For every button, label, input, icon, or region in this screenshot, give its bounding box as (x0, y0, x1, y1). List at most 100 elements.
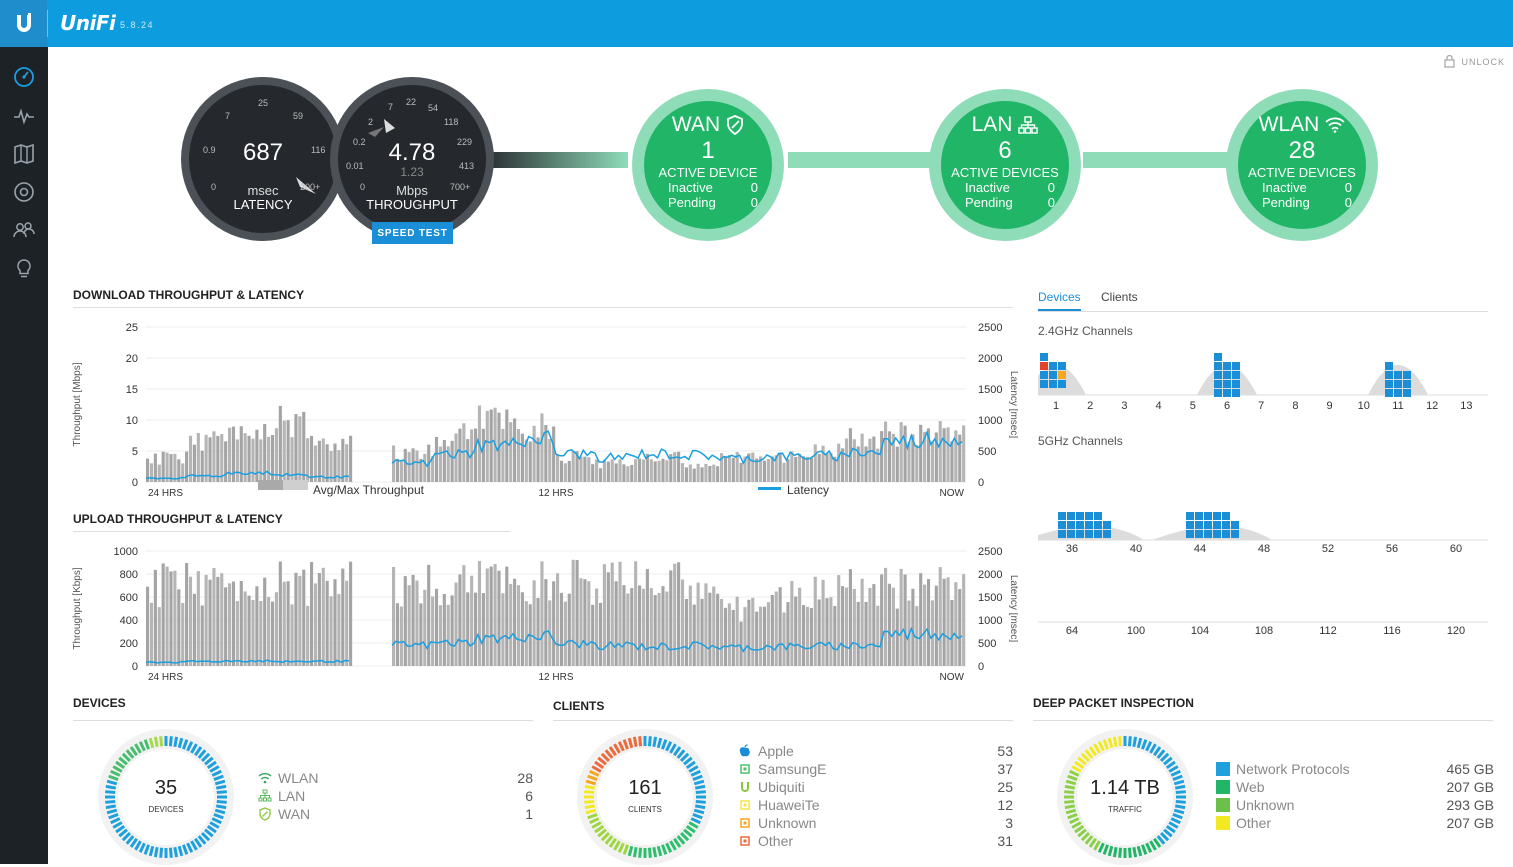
ap-square[interactable] (1040, 371, 1048, 379)
ap-square[interactable] (1385, 380, 1393, 388)
ap-square[interactable] (1222, 530, 1230, 538)
ap-square[interactable] (1222, 512, 1230, 520)
ap-square[interactable] (1231, 530, 1239, 538)
ap-square[interactable] (1394, 380, 1402, 388)
ap-square[interactable] (1385, 371, 1393, 379)
ap-square[interactable] (1040, 362, 1048, 370)
sidebar-item-map[interactable] (10, 140, 38, 168)
legend-row[interactable]: Other 31 (738, 832, 1013, 850)
sidebar-item-clients[interactable] (10, 216, 38, 244)
ap-square[interactable] (1058, 362, 1066, 370)
ap-square[interactable] (1385, 389, 1393, 397)
ap-square[interactable] (1213, 512, 1221, 520)
ap-square[interactable] (1049, 362, 1057, 370)
wlan-node[interactable] (1226, 89, 1378, 241)
ap-square[interactable] (1403, 380, 1411, 388)
ap-square[interactable] (1058, 512, 1066, 520)
ap-square[interactable] (1232, 371, 1240, 379)
ap-square[interactable] (1040, 353, 1048, 361)
ap-square[interactable] (1223, 389, 1231, 397)
ap-square[interactable] (1214, 362, 1222, 370)
legend-row[interactable]: Unknown 293 GB (1216, 796, 1494, 814)
ap-square[interactable] (1058, 371, 1066, 379)
legend-row[interactable]: HuaweiTe 12 (738, 796, 1013, 814)
ap-square[interactable] (1094, 521, 1102, 529)
ap-square[interactable] (1204, 512, 1212, 520)
legend-row[interactable]: Network Protocols 465 GB (1216, 760, 1494, 778)
throughput-bar (345, 444, 349, 482)
ap-square[interactable] (1103, 530, 1111, 538)
ap-square[interactable] (1232, 389, 1240, 397)
ap-square[interactable] (1067, 521, 1075, 529)
ap-square[interactable] (1223, 371, 1231, 379)
ap-square[interactable] (1094, 512, 1102, 520)
sidebar-item-dashboard[interactable] (10, 63, 38, 91)
ap-square[interactable] (1186, 521, 1194, 529)
ap-square[interactable] (1223, 362, 1231, 370)
throughput-bar (821, 445, 825, 482)
tab-devices[interactable]: Devices (1038, 290, 1081, 311)
ap-square[interactable] (1076, 521, 1084, 529)
legend-row[interactable]: Web 207 GB (1216, 778, 1494, 796)
ap-square[interactable] (1085, 521, 1093, 529)
speed-test-button[interactable]: SPEED TEST (372, 222, 453, 244)
ap-square[interactable] (1403, 389, 1411, 397)
ap-square[interactable] (1394, 389, 1402, 397)
sidebar-item-statistics[interactable] (10, 102, 38, 130)
ap-square[interactable] (1094, 530, 1102, 538)
legend-row[interactable]: Apple 53 (738, 742, 1013, 760)
sidebar-item-insights[interactable] (10, 255, 38, 283)
donut-inner (118, 749, 214, 845)
ap-square[interactable] (1085, 512, 1093, 520)
ap-square[interactable] (1213, 530, 1221, 538)
ap-square[interactable] (1058, 530, 1066, 538)
ap-square[interactable] (1403, 371, 1411, 379)
ap-square[interactable] (1040, 380, 1048, 388)
legend-row[interactable]: LAN 6 (258, 787, 533, 805)
ap-square[interactable] (1186, 530, 1194, 538)
ap-square[interactable] (1058, 521, 1066, 529)
ubiquiti-logo[interactable] (0, 0, 47, 47)
ap-square[interactable] (1394, 371, 1402, 379)
ap-square[interactable] (1214, 353, 1222, 361)
sidebar-item-devices[interactable] (10, 178, 38, 206)
ap-square[interactable] (1076, 530, 1084, 538)
ap-square[interactable] (1204, 530, 1212, 538)
ap-square[interactable] (1067, 530, 1075, 538)
brand-logo[interactable]: UniFi (60, 11, 116, 35)
ap-square[interactable] (1232, 362, 1240, 370)
wan-info: WAN 1 ACTIVE DEVICE Inactive 0 Pending 0 (646, 113, 770, 210)
ap-square[interactable] (1204, 521, 1212, 529)
unlock-button[interactable]: UNLOCK (1444, 55, 1505, 68)
ap-square[interactable] (1049, 371, 1057, 379)
legend-row[interactable]: Unknown 3 (738, 814, 1013, 832)
wan-node[interactable] (632, 89, 784, 241)
ap-square[interactable] (1214, 380, 1222, 388)
ap-square[interactable] (1049, 380, 1057, 388)
ap-square[interactable] (1085, 530, 1093, 538)
legend-row[interactable]: WLAN 28 (258, 769, 533, 787)
ap-square[interactable] (1058, 380, 1066, 388)
ap-square[interactable] (1195, 530, 1203, 538)
ap-square[interactable] (1231, 521, 1239, 529)
legend-row[interactable]: WAN 1 (258, 805, 533, 823)
legend-row[interactable]: Ubiquiti 25 (738, 778, 1013, 796)
ap-square[interactable] (1195, 521, 1203, 529)
ap-square[interactable] (1213, 521, 1221, 529)
ap-square[interactable] (1214, 389, 1222, 397)
ap-square[interactable] (1223, 380, 1231, 388)
legend-row[interactable]: SamsungE 37 (738, 760, 1013, 778)
ap-square[interactable] (1222, 521, 1230, 529)
ap-square[interactable] (1103, 521, 1111, 529)
ap-square[interactable] (1232, 380, 1240, 388)
ap-square[interactable] (1195, 512, 1203, 520)
tab-clients[interactable]: Clients (1101, 290, 1138, 304)
throughput-bar (185, 451, 189, 482)
ap-square[interactable] (1385, 362, 1393, 370)
donut-segment (1069, 769, 1080, 777)
ap-square[interactable] (1214, 371, 1222, 379)
ap-square[interactable] (1067, 512, 1075, 520)
ap-square[interactable] (1186, 512, 1194, 520)
ap-square[interactable] (1076, 512, 1084, 520)
legend-row[interactable]: Other 207 GB (1216, 814, 1494, 832)
